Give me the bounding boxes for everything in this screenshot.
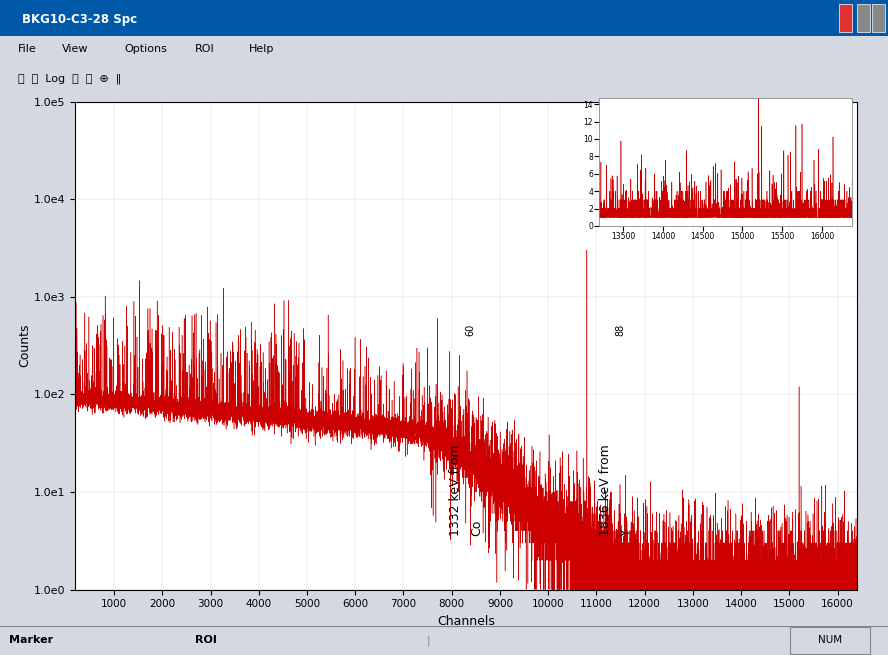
Text: View: View (62, 44, 89, 54)
FancyBboxPatch shape (0, 0, 888, 36)
Text: 88: 88 (615, 324, 625, 335)
FancyBboxPatch shape (839, 3, 852, 32)
Text: Help: Help (249, 44, 274, 54)
Text: File: File (18, 44, 36, 54)
FancyBboxPatch shape (857, 3, 870, 32)
Text: Marker: Marker (9, 635, 53, 645)
X-axis label: Channels: Channels (437, 615, 496, 627)
Text: Options: Options (124, 44, 167, 54)
Text: NUM: NUM (818, 635, 843, 645)
Text: 1332 keV from: 1332 keV from (449, 441, 463, 536)
Text: Co: Co (470, 520, 483, 536)
Text: 1836 keV from: 1836 keV from (599, 441, 612, 536)
FancyBboxPatch shape (790, 627, 870, 654)
Text: ROI: ROI (195, 635, 218, 645)
Text: 60: 60 (465, 324, 476, 335)
Text: BKG10-C3-28 Spc: BKG10-C3-28 Spc (22, 13, 138, 26)
Text: |: | (426, 635, 430, 646)
Text: ROI: ROI (195, 44, 215, 54)
Y-axis label: Counts: Counts (19, 324, 31, 367)
Text: ⎙  ⎙  Log  🔍  🔍  ⊕  ‖: ⎙ ⎙ Log 🔍 🔍 ⊕ ‖ (18, 73, 121, 84)
Text: Y: Y (620, 529, 632, 536)
FancyBboxPatch shape (872, 3, 885, 32)
